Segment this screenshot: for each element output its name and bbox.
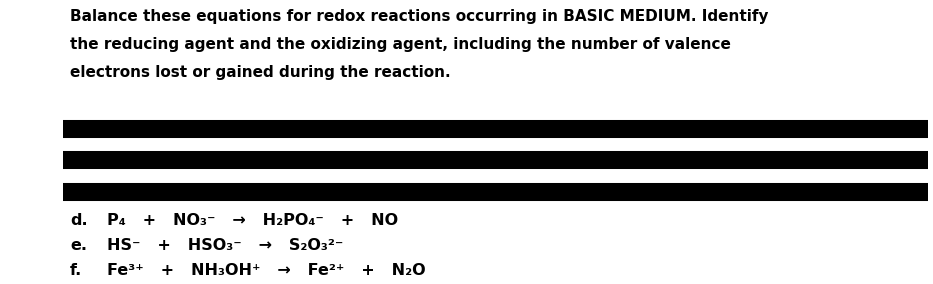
Text: P₄   +   NO₃⁻   →   H₂PO₄⁻   +   NO: P₄ + NO₃⁻ → H₂PO₄⁻ + NO [107,213,398,227]
Text: the reducing agent and the oxidizing agent, including the number of valence: the reducing agent and the oxidizing age… [70,37,731,52]
Text: d.: d. [70,213,88,227]
Text: CH₃CH₂OH   +   MnO₄⁻   →   CH₃COO⁻   +   MnO₂: CH₃CH₂OH + MnO₄⁻ → CH₃COO⁻ + MnO₂ [107,184,530,199]
Text: HS⁻   +   HSO₃⁻   →   S₂O₃²⁻: HS⁻ + HSO₃⁻ → S₂O₃²⁻ [107,238,343,253]
Text: f.: f. [70,263,82,278]
Text: [Fe(CN)₆]³⁻   +   N₂H₄   →   [Fe(CN)₆]⁴⁻   +   N₂: [Fe(CN)₆]³⁻ + N₂H₄ → [Fe(CN)₆]⁴⁻ + N₂ [107,122,512,137]
Text: b.: b. [70,153,88,168]
Text: Balance these equations for redox reactions occurring in BASIC MEDIUM. Identify: Balance these equations for redox reacti… [70,9,769,24]
Text: electrons lost or gained during the reaction.: electrons lost or gained during the reac… [70,65,451,80]
Text: c.: c. [70,184,86,199]
Text: a.: a. [70,122,87,137]
Text: Fe³⁺   +   NH₃OH⁺   →   Fe²⁺   +   N₂O: Fe³⁺ + NH₃OH⁺ → Fe²⁺ + N₂O [107,263,426,278]
Text: Fe(OH)₂   +   O₂   →   Fe(OH)₃: Fe(OH)₂ + O₂ → Fe(OH)₃ [107,153,368,168]
Text: e.: e. [70,238,87,253]
